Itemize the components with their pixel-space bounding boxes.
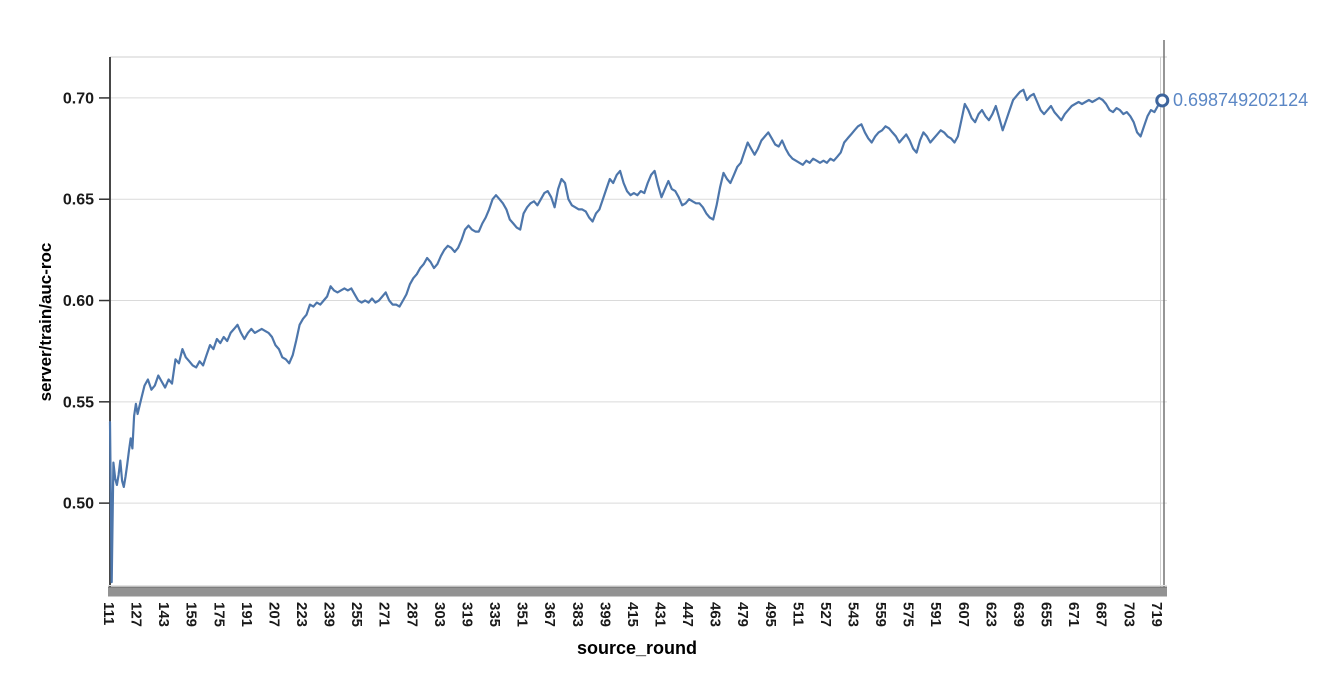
x-tick-label: 527 <box>817 602 834 627</box>
plot-area[interactable] <box>110 57 1163 587</box>
end-point-marker[interactable] <box>1155 93 1170 108</box>
y-tick-label: 0.60 <box>63 293 94 310</box>
x-tick-label: 607 <box>955 602 972 627</box>
x-tick-label: 639 <box>1010 602 1027 627</box>
x-tick-label: 191 <box>238 602 255 627</box>
x-tick-label: 335 <box>486 602 503 627</box>
x-tick-label: 559 <box>872 602 889 627</box>
x-tick-label: 287 <box>403 602 420 627</box>
x-tick-label: 575 <box>900 602 917 627</box>
x-tick-label: 591 <box>927 602 944 627</box>
x-tick-label: 223 <box>293 602 310 627</box>
x-tick-label: 255 <box>348 602 365 627</box>
x-tick-label: 351 <box>514 602 531 627</box>
x-tick-label: 463 <box>707 602 724 627</box>
x-tick-label: 175 <box>210 602 227 627</box>
x-tick-label: 127 <box>128 602 145 627</box>
series-line <box>108 88 1163 584</box>
y-axis-title: server/train/auc-roc <box>36 242 55 402</box>
x-tick-label: 399 <box>596 602 613 627</box>
x-tick-label: 319 <box>458 602 475 627</box>
x-tick-label: 303 <box>431 602 448 627</box>
x-tick-label: 543 <box>845 602 862 627</box>
y-tick-label: 0.65 <box>63 192 94 209</box>
x-tick-label: 447 <box>679 602 696 627</box>
scrollbar-thumb[interactable] <box>108 586 1167 597</box>
x-tick-label: 383 <box>569 602 586 627</box>
y-tick-label: 0.70 <box>63 90 94 107</box>
x-tick-label: 495 <box>762 602 779 627</box>
x-tick-label: 111 <box>100 602 117 625</box>
x-tick-label: 159 <box>183 602 200 627</box>
x-tick-label: 671 <box>1065 602 1082 627</box>
x-tick-label: 703 <box>1120 602 1137 627</box>
x-tick-label: 479 <box>734 602 751 627</box>
x-tick-label: 143 <box>155 602 172 627</box>
x-tick-label: 623 <box>982 602 999 627</box>
x-tick-label: 687 <box>1093 602 1110 627</box>
scrollbar-thumb-edge <box>108 586 1167 588</box>
x-tick-label: 415 <box>624 602 641 627</box>
x-tick-label: 271 <box>376 602 393 627</box>
x-tick-label: 655 <box>1038 602 1055 627</box>
x-tick-label: 207 <box>265 602 282 627</box>
x-tick-label: 511 <box>789 602 806 626</box>
y-tick-label: 0.55 <box>63 394 94 411</box>
y-tick-label: 0.50 <box>63 496 94 513</box>
x-tick-label: 719 <box>1148 602 1165 627</box>
x-tick-label: 239 <box>321 602 338 627</box>
x-axis-title: source_round <box>576 638 698 658</box>
last-value-label: 0.698749202124 <box>1173 90 1309 110</box>
x-tick-label: 431 <box>651 602 668 627</box>
x-tick-label: 367 <box>541 602 558 627</box>
